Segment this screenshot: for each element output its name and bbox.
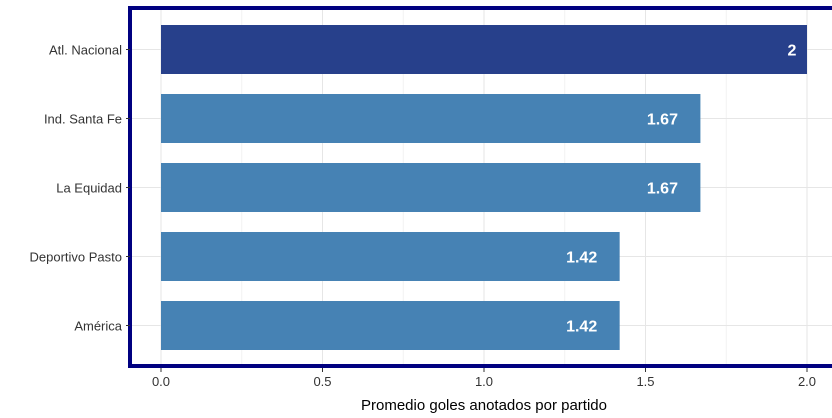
bar [161, 301, 620, 350]
category-label: América [74, 319, 122, 334]
x-axis-title: Promedio goles anotados por partido [361, 397, 607, 414]
x-tick-label: 0.0 [152, 374, 170, 389]
bar [161, 232, 620, 281]
bars [161, 25, 807, 350]
x-tick-label: 2.0 [798, 374, 816, 389]
bar [161, 163, 701, 212]
value-label: 1.42 [566, 250, 597, 267]
x-tick-label: 1.5 [636, 374, 654, 389]
value-labels: 2 1.67 1.67 1.42 1.42 [566, 43, 796, 336]
x-tick-label: 0.5 [313, 374, 331, 389]
value-label: 1.42 [566, 319, 597, 336]
category-label: Deportivo Pasto [30, 250, 123, 265]
value-label: 2 [788, 43, 797, 60]
x-tick-labels: 0.0 0.5 1.0 1.5 2.0 [152, 368, 816, 389]
category-label: La Equidad [56, 181, 122, 196]
bar [161, 94, 701, 143]
value-label: 1.67 [647, 112, 678, 129]
category-labels: Atl. Nacional Ind. Santa Fe La Equidad Depo… [30, 43, 130, 334]
bar [161, 25, 807, 74]
x-tick-label: 1.0 [475, 374, 493, 389]
category-label: Atl. Nacional [49, 43, 122, 58]
value-label: 1.67 [647, 181, 678, 198]
category-label: Ind. Santa Fe [44, 112, 122, 127]
